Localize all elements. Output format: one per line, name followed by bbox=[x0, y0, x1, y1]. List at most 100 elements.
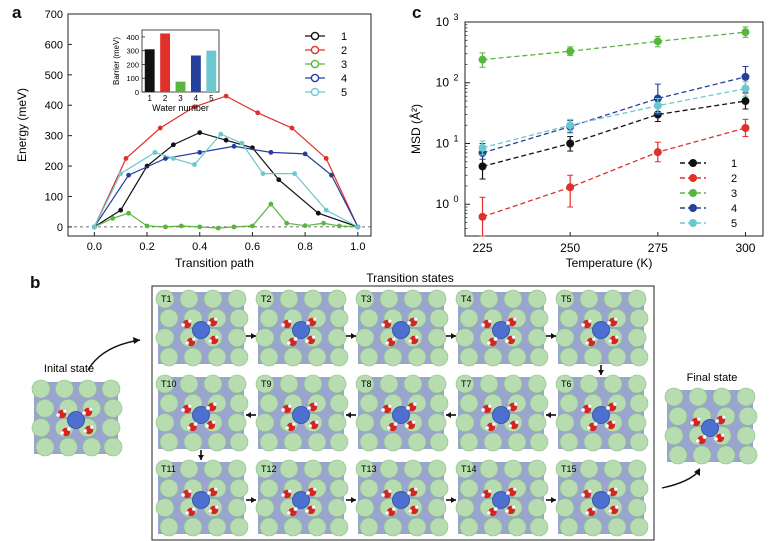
legend-marker bbox=[689, 159, 697, 167]
state-label: T3 bbox=[361, 294, 372, 304]
surface-atom bbox=[327, 498, 347, 517]
data-point bbox=[302, 151, 308, 157]
metal-ion bbox=[392, 491, 410, 509]
data-point bbox=[223, 93, 229, 99]
x-axis-label: Transition path bbox=[175, 256, 254, 270]
surface-atom bbox=[479, 459, 499, 479]
surface-atom bbox=[627, 289, 647, 309]
surface-atom bbox=[203, 459, 223, 479]
hydrogen-atom bbox=[493, 506, 498, 512]
surface-atom bbox=[155, 328, 175, 347]
state-label: T5 bbox=[561, 294, 572, 304]
surface-atom bbox=[427, 328, 447, 347]
surface-atom bbox=[429, 517, 449, 537]
hydrogen-atom bbox=[305, 320, 311, 326]
metal-ion bbox=[67, 411, 85, 429]
x-tick-label: 275 bbox=[648, 241, 668, 255]
hydrogen-atom bbox=[312, 486, 318, 492]
hydrogen-atom bbox=[484, 425, 490, 431]
hydrogen-atom bbox=[206, 490, 212, 496]
surface-atom bbox=[355, 374, 375, 394]
state-label: T7 bbox=[461, 379, 472, 389]
data-point bbox=[250, 223, 255, 229]
inset-x-tick-label: 1 bbox=[147, 94, 152, 103]
arrow-head bbox=[346, 412, 351, 418]
data-point bbox=[315, 210, 321, 216]
surface-atom bbox=[692, 445, 712, 465]
data-point bbox=[268, 201, 274, 207]
surface-atom bbox=[668, 407, 688, 426]
hydrogen-atom bbox=[387, 318, 393, 324]
inset-y-tick-label: 200 bbox=[126, 60, 139, 69]
inset-y-tick-label: 300 bbox=[126, 47, 139, 56]
surface-atom bbox=[78, 379, 97, 399]
surface-atom bbox=[459, 479, 479, 498]
surface-atom bbox=[183, 347, 203, 367]
surface-atom bbox=[303, 374, 323, 394]
hydrogen-atom bbox=[412, 401, 418, 407]
surface-atom bbox=[607, 517, 627, 537]
arrow-head bbox=[446, 412, 451, 418]
hydrogen-atom bbox=[414, 504, 420, 510]
state-label: T2 bbox=[261, 294, 272, 304]
surface-atom bbox=[555, 328, 575, 347]
hydrogen-atom bbox=[486, 340, 491, 346]
hydrogen-atom bbox=[391, 336, 397, 342]
hydrogen-atom bbox=[405, 405, 411, 411]
hydrogen-atom bbox=[213, 316, 219, 322]
hydrogen-atom bbox=[284, 425, 290, 431]
hydrogen-atom bbox=[380, 492, 386, 498]
surface-atom bbox=[579, 374, 599, 394]
hydrogen-atom bbox=[586, 425, 591, 431]
data-point bbox=[144, 223, 150, 229]
surface-atom bbox=[359, 394, 379, 413]
arrow-head bbox=[694, 468, 700, 476]
data-point bbox=[323, 156, 329, 161]
surface-atom bbox=[555, 374, 575, 394]
hydrogen-atom bbox=[391, 506, 397, 512]
hydrogen-atom bbox=[404, 423, 410, 429]
hydrogen-atom bbox=[211, 419, 217, 425]
inset-x-tick-label: 4 bbox=[194, 94, 199, 103]
hydrogen-atom bbox=[205, 405, 211, 411]
surface-atom bbox=[329, 394, 349, 413]
surface-atom bbox=[55, 379, 74, 399]
surface-atom bbox=[103, 399, 123, 418]
hydrogen-atom bbox=[613, 316, 619, 322]
hydrogen-atom bbox=[591, 506, 597, 512]
hydrogen-atom bbox=[513, 401, 519, 407]
surface-atom bbox=[455, 289, 475, 309]
surface-atom bbox=[427, 459, 447, 479]
curved-arrow-initial bbox=[87, 339, 141, 371]
surface-atom bbox=[579, 289, 599, 309]
data-point bbox=[741, 84, 750, 93]
surface-atom bbox=[459, 517, 479, 537]
surface-atom bbox=[255, 413, 275, 432]
metal-ion bbox=[392, 321, 410, 339]
data-point bbox=[741, 28, 750, 37]
plot-frame bbox=[464, 21, 764, 237]
state-label: T10 bbox=[161, 379, 177, 389]
metal-ion bbox=[192, 491, 210, 509]
surface-atom bbox=[559, 309, 579, 328]
data-point bbox=[478, 143, 487, 152]
inset-y-axis-label: Barrier (meV) bbox=[112, 37, 121, 85]
surface-atom bbox=[716, 445, 736, 465]
surface-atom bbox=[483, 347, 503, 367]
surface-atom bbox=[355, 413, 375, 432]
state-tile-t1: T1 bbox=[155, 289, 249, 367]
data-point bbox=[566, 121, 575, 130]
surface-atom bbox=[207, 347, 227, 367]
surface-atom bbox=[103, 437, 123, 457]
hydrogen-atom bbox=[66, 426, 72, 432]
data-point bbox=[741, 123, 750, 132]
surface-atom bbox=[155, 289, 175, 309]
hydrogen-atom bbox=[293, 506, 298, 512]
state-tile-t5: T5 bbox=[555, 289, 649, 367]
y-tick-label: 400 bbox=[45, 100, 63, 112]
series-line-1 bbox=[94, 131, 359, 228]
surface-atom bbox=[179, 289, 199, 309]
hydrogen-atom bbox=[580, 322, 586, 328]
series-line-1 bbox=[482, 100, 746, 168]
state-tile-t3: T3 bbox=[355, 289, 449, 367]
